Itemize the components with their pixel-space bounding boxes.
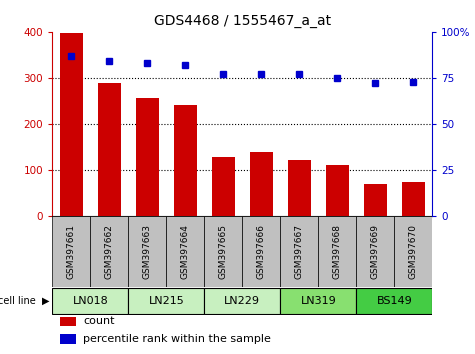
Bar xyxy=(280,288,356,314)
Text: GSM397664: GSM397664 xyxy=(181,224,190,279)
Bar xyxy=(394,216,432,287)
Bar xyxy=(60,316,76,326)
Bar xyxy=(402,182,425,216)
Text: count: count xyxy=(84,316,115,326)
Bar xyxy=(90,216,128,287)
Bar xyxy=(204,216,242,287)
Text: LN215: LN215 xyxy=(148,296,184,306)
Text: GSM397670: GSM397670 xyxy=(409,224,418,279)
Text: GSM397662: GSM397662 xyxy=(105,224,114,279)
Bar xyxy=(242,216,280,287)
Text: LN319: LN319 xyxy=(300,296,336,306)
Bar xyxy=(128,216,166,287)
Bar xyxy=(356,216,394,287)
Bar xyxy=(98,84,121,216)
Bar xyxy=(326,165,349,216)
Text: GSM397668: GSM397668 xyxy=(333,224,342,279)
Text: cell line  ▶: cell line ▶ xyxy=(0,296,50,306)
Bar xyxy=(60,334,76,344)
Bar xyxy=(280,216,318,287)
Text: BS149: BS149 xyxy=(376,296,412,306)
Text: GSM397666: GSM397666 xyxy=(257,224,266,279)
Bar xyxy=(60,33,83,216)
Bar xyxy=(356,288,432,314)
Bar xyxy=(166,216,204,287)
Bar xyxy=(204,288,280,314)
Text: GSM397667: GSM397667 xyxy=(295,224,304,279)
Text: GSM397663: GSM397663 xyxy=(143,224,152,279)
Text: GSM397661: GSM397661 xyxy=(67,224,76,279)
Bar xyxy=(212,157,235,216)
Bar xyxy=(288,160,311,216)
Bar xyxy=(52,288,128,314)
Text: GSM397669: GSM397669 xyxy=(371,224,380,279)
Text: LN229: LN229 xyxy=(224,296,260,306)
Bar xyxy=(364,184,387,216)
Text: LN018: LN018 xyxy=(72,296,108,306)
Bar xyxy=(318,216,356,287)
Title: GDS4468 / 1555467_a_at: GDS4468 / 1555467_a_at xyxy=(154,14,331,28)
Bar xyxy=(174,105,197,216)
Bar xyxy=(128,288,204,314)
Text: percentile rank within the sample: percentile rank within the sample xyxy=(84,334,271,344)
Bar xyxy=(250,153,273,216)
Text: GSM397665: GSM397665 xyxy=(219,224,228,279)
Bar xyxy=(136,98,159,216)
Bar xyxy=(52,216,90,287)
